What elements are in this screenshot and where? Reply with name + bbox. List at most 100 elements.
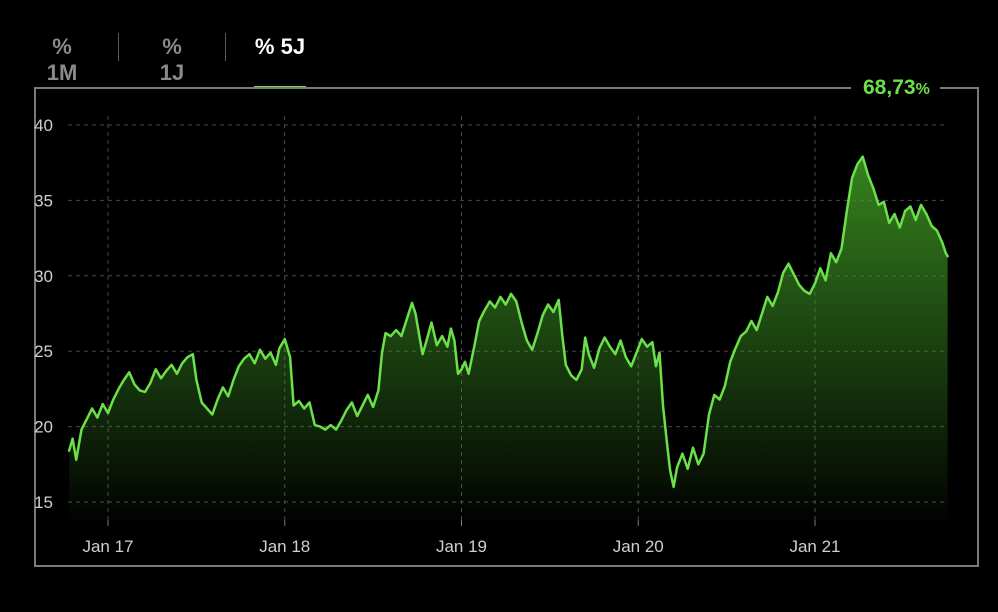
data-point (862, 156, 864, 158)
data-point (254, 362, 256, 364)
data-point (309, 402, 311, 404)
y-tick-label: 15 (34, 493, 53, 512)
data-point (570, 374, 572, 376)
data-point (450, 328, 452, 330)
data-point (819, 267, 821, 269)
data-point (531, 349, 533, 351)
data-point (655, 365, 657, 367)
data-point (830, 252, 832, 254)
data-point (782, 272, 784, 274)
data-point (165, 370, 167, 372)
data-point (662, 405, 664, 407)
data-point (457, 373, 459, 375)
data-point (777, 291, 779, 293)
data-point (81, 429, 83, 431)
data-point (745, 331, 747, 333)
data-point (86, 418, 88, 420)
data-point (575, 379, 577, 381)
data-point (499, 296, 501, 298)
data-point (248, 353, 250, 355)
data-point (233, 379, 235, 381)
data-point (171, 364, 173, 366)
data-point (867, 174, 869, 176)
data-point (431, 322, 433, 324)
data-point (565, 364, 567, 366)
data-point (899, 227, 901, 229)
data-point (894, 213, 896, 215)
data-point (692, 447, 694, 449)
data-point (552, 311, 554, 313)
data-point (72, 438, 74, 440)
data-point (436, 344, 438, 346)
data-point (636, 352, 638, 354)
data-point (390, 335, 392, 337)
data-point (176, 373, 178, 375)
data-point (646, 346, 648, 348)
data-point (243, 358, 245, 360)
data-point (324, 429, 326, 431)
data-point (289, 356, 291, 358)
data-point (264, 358, 266, 360)
data-point (406, 319, 408, 321)
data-point (788, 263, 790, 265)
data-point (909, 205, 911, 207)
data-point (510, 293, 512, 295)
data-point (630, 365, 632, 367)
series-area (69, 156, 948, 520)
series-line (67, 155, 949, 489)
data-point (669, 469, 671, 471)
data-point (362, 405, 364, 407)
tab-1-year[interactable]: % 1J (148, 34, 196, 90)
data-point (761, 313, 763, 315)
data-point (377, 389, 379, 391)
data-point (904, 210, 906, 212)
y-tick-label: 35 (34, 191, 53, 210)
data-point (464, 361, 466, 363)
data-point (270, 352, 272, 354)
tab-divider (225, 33, 226, 61)
data-point (298, 400, 300, 402)
data-point (441, 335, 443, 337)
data-point (489, 300, 491, 302)
data-point (803, 290, 805, 292)
data-point (547, 304, 549, 306)
data-point (425, 341, 427, 343)
data-point (484, 310, 486, 312)
data-point (729, 361, 731, 363)
data-point (920, 204, 922, 206)
data-point (878, 204, 880, 206)
data-point (542, 314, 544, 316)
data-point (521, 322, 523, 324)
x-tick-label: Jan 18 (259, 537, 310, 556)
data-point (303, 408, 305, 410)
data-point (91, 408, 93, 410)
data-point (537, 332, 539, 334)
data-point (772, 305, 774, 307)
data-point (659, 352, 661, 354)
y-tick-label: 30 (34, 267, 53, 286)
data-point (195, 379, 197, 381)
data-point (192, 353, 194, 355)
data-point (620, 340, 622, 342)
data-point (925, 213, 927, 215)
data-point (687, 468, 689, 470)
data-point (418, 334, 420, 336)
data-point (888, 222, 890, 224)
data-point (68, 450, 70, 452)
data-point (155, 368, 157, 370)
data-point (238, 365, 240, 367)
data-point (128, 371, 130, 373)
data-point (588, 353, 590, 355)
data-point (581, 368, 583, 370)
data-point (505, 304, 507, 306)
data-point (915, 219, 917, 221)
data-point (936, 230, 938, 232)
data-point (453, 340, 455, 342)
data-point (275, 364, 277, 366)
y-tick-label: 25 (34, 342, 53, 361)
data-point (187, 356, 189, 358)
tab-1-month[interactable]: % 1M (34, 34, 90, 90)
data-point (102, 403, 104, 405)
data-point (468, 373, 470, 375)
